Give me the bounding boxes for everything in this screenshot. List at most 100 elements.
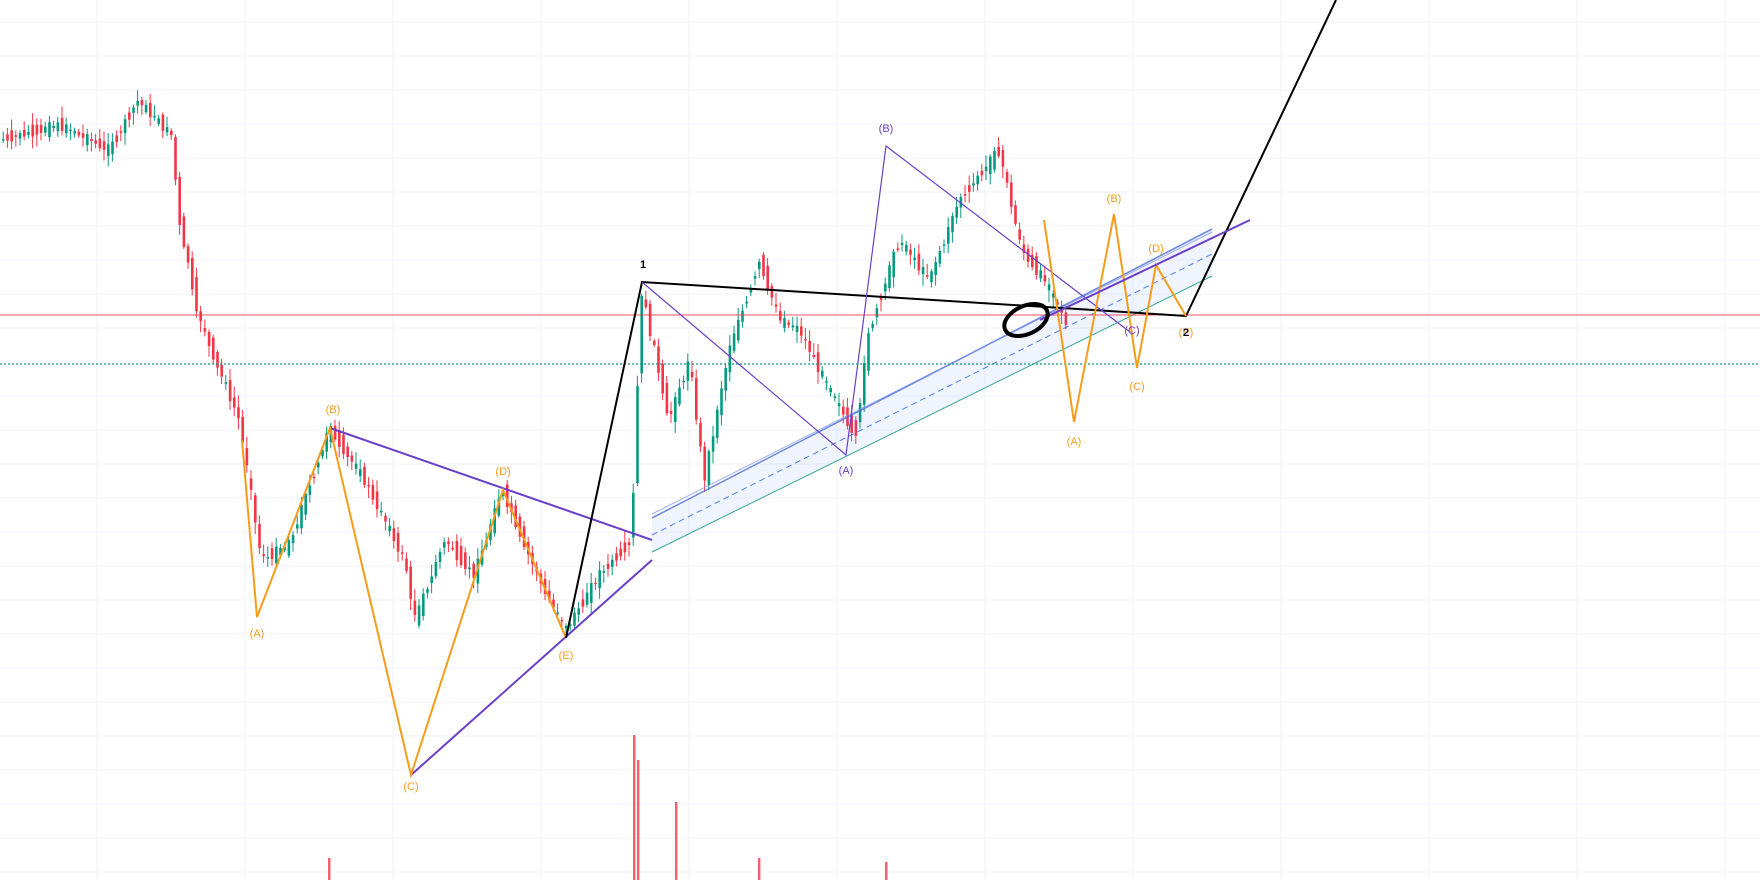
- candle-body: [1039, 270, 1042, 279]
- wave-label: 1: [640, 259, 646, 271]
- candle-body: [384, 515, 387, 522]
- candle-body: [438, 551, 442, 562]
- wave-label: (C): [403, 781, 418, 793]
- candle-body: [636, 386, 639, 484]
- candle-body: [174, 136, 177, 180]
- candle-body: [35, 124, 39, 135]
- candle-body: [325, 432, 328, 452]
- candle-body: [388, 525, 391, 532]
- candle-body: [23, 129, 26, 137]
- candle-body: [653, 340, 656, 345]
- channel-mid-dashed-line: [651, 253, 1213, 536]
- candle-body: [317, 462, 320, 468]
- candle-body: [270, 548, 274, 560]
- candle-body: [346, 446, 349, 458]
- volume-bars: [328, 735, 888, 880]
- candle-body: [968, 185, 971, 192]
- candle-body: [56, 122, 60, 132]
- candle-body: [241, 416, 244, 443]
- candle-body: [833, 396, 837, 399]
- candle-body: [808, 340, 811, 352]
- candle-body: [199, 311, 202, 321]
- candle-body: [1043, 275, 1047, 282]
- candle-body: [993, 150, 996, 170]
- candle-body: [90, 139, 93, 142]
- candle-body: [191, 257, 194, 290]
- candle-body: [371, 485, 375, 500]
- candle-body: [44, 126, 47, 133]
- candle-body: [863, 363, 866, 405]
- candle-body: [430, 576, 433, 584]
- candle-body: [48, 122, 51, 138]
- candle-body: [753, 276, 757, 279]
- candle-body: [69, 129, 72, 131]
- candle-body: [405, 558, 408, 571]
- candle-body: [1014, 205, 1017, 224]
- wave-label: (A): [839, 465, 854, 477]
- candle-body: [678, 387, 681, 405]
- candle-body: [783, 318, 786, 328]
- candle-body: [695, 378, 698, 420]
- candle-body: [724, 368, 727, 391]
- candle-body: [1056, 301, 1059, 305]
- candle-body: [338, 430, 341, 447]
- candle-body: [157, 118, 160, 124]
- candle-body: [149, 103, 152, 118]
- drawings: [0, 0, 1760, 779]
- candle-body: [98, 138, 102, 149]
- candle-body: [342, 434, 345, 455]
- wave-labels: (A) (B) (C) (D) (E) 1 (A) (B) (C) (A) (B) (C) (D) (E)…: [250, 123, 1194, 793]
- wave-label: 2: [1183, 327, 1189, 339]
- candle-body: [518, 516, 522, 537]
- candle-body: [661, 363, 664, 394]
- candle-body: [665, 382, 669, 414]
- candle-body: [417, 605, 421, 626]
- candle-body: [468, 567, 471, 570]
- channel-upper-line-2: [651, 231, 1213, 515]
- candle-body: [888, 265, 891, 289]
- candle-body: [972, 183, 975, 186]
- volume-bar: [328, 858, 331, 880]
- candle-body: [39, 124, 43, 133]
- candle-body: [686, 361, 690, 381]
- candle-body: [18, 133, 22, 139]
- candle-body: [955, 206, 958, 218]
- candle-body: [947, 227, 950, 244]
- candle-body: [237, 407, 240, 419]
- candle-body: [123, 119, 127, 134]
- triangle-upper-line: [329, 427, 653, 541]
- candle-body: [296, 524, 299, 529]
- candle-body: [602, 570, 606, 573]
- candle-body: [1064, 312, 1068, 325]
- candle-body: [905, 244, 908, 252]
- candle-body: [770, 285, 774, 298]
- candle-body: [10, 130, 13, 142]
- candle-body: [52, 125, 55, 129]
- candle-body: [644, 299, 648, 308]
- volume-bar: [758, 858, 761, 880]
- wave-label: (D): [495, 466, 510, 478]
- candle-body: [1047, 284, 1051, 291]
- candle-body: [1060, 310, 1063, 313]
- candle-body: [917, 253, 921, 271]
- candle-body: [380, 510, 383, 513]
- wave-label: (B): [879, 123, 894, 135]
- candle-body: [787, 322, 790, 325]
- candle-body: [564, 625, 568, 629]
- candle-body: [707, 451, 711, 485]
- purple-trend-extension: [1039, 219, 1251, 321]
- candle-body: [333, 425, 337, 440]
- candle-body: [401, 552, 404, 554]
- candle-body: [552, 599, 555, 608]
- candle-body: [203, 327, 207, 332]
- black-wave-path: [565, 0, 1337, 639]
- candle-body: [758, 261, 761, 270]
- candle-body: [489, 524, 492, 541]
- candle-body: [254, 495, 257, 523]
- candle-body: [73, 131, 76, 134]
- candle-body: [791, 325, 795, 328]
- candle-body: [1022, 244, 1026, 253]
- candle-body: [800, 326, 803, 336]
